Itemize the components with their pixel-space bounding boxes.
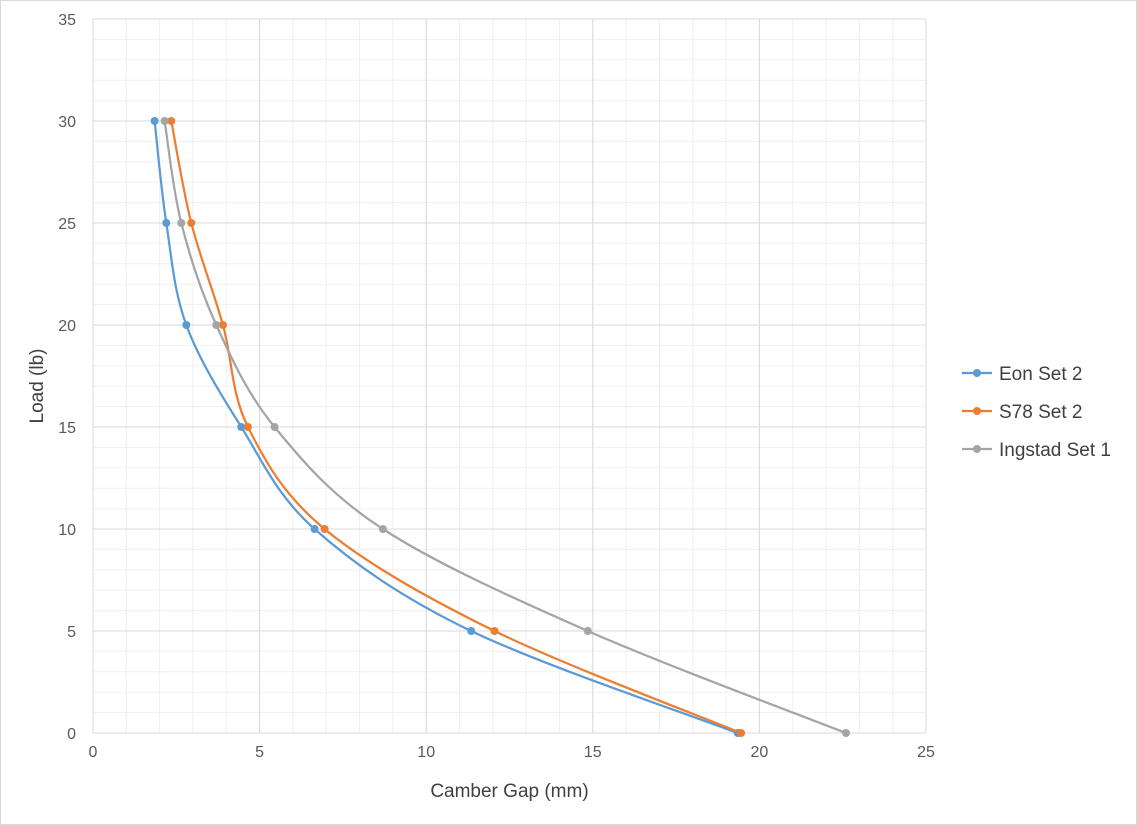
data-point-ingstad-set-1 xyxy=(583,627,592,635)
data-point-s78-set-2 xyxy=(187,219,196,227)
x-tick-label: 10 xyxy=(417,744,435,761)
y-tick-label: 25 xyxy=(58,216,76,233)
data-point-ingstad-set-1 xyxy=(160,117,169,125)
series-line-s78-set-2 xyxy=(170,120,742,735)
legend-label: Eon Set 2 xyxy=(999,364,1082,385)
series-eon-set-2 xyxy=(150,117,742,737)
data-point-s78-set-2 xyxy=(243,423,252,431)
legend-item-s78-set-2: S78 Set 2 xyxy=(962,402,1082,423)
series-layer xyxy=(150,117,851,737)
y-tick-label: 10 xyxy=(58,522,76,539)
data-point-ingstad-set-1 xyxy=(270,423,279,431)
y-tick-label: 35 xyxy=(58,12,76,29)
data-point-eon-set-2 xyxy=(467,627,476,635)
data-point-ingstad-set-1 xyxy=(378,525,387,533)
x-tick-label: 5 xyxy=(255,744,264,761)
legend-swatch-marker xyxy=(973,369,981,377)
data-point-eon-set-2 xyxy=(150,117,159,125)
data-point-ingstad-set-1 xyxy=(212,321,221,329)
x-tick-label: 25 xyxy=(917,744,935,761)
legend-swatch-marker xyxy=(973,407,981,415)
data-point-ingstad-set-1 xyxy=(842,729,851,737)
legend-label: S78 Set 2 xyxy=(999,402,1082,423)
data-point-s78-set-2 xyxy=(737,729,746,737)
legend-swatch-marker xyxy=(973,445,981,453)
y-tick-label: 30 xyxy=(58,114,76,131)
series-line-eon-set-2 xyxy=(153,120,739,735)
y-tick-label: 15 xyxy=(58,420,76,437)
legend-label: Ingstad Set 1 xyxy=(999,440,1111,461)
series-line-ingstad-set-1 xyxy=(163,120,847,735)
series-s78-set-2 xyxy=(167,117,746,737)
y-tick-label: 0 xyxy=(67,726,76,743)
major-gridlines xyxy=(92,18,927,734)
legend-item-ingstad-set-1: Ingstad Set 1 xyxy=(962,440,1111,461)
data-point-s78-set-2 xyxy=(218,321,227,329)
y-axis-title: Load (lb) xyxy=(27,349,48,424)
data-point-s78-set-2 xyxy=(320,525,329,533)
tick-labels: 0 5 10 15 20 25 0 5 10 15 20 25 30 35 xyxy=(58,12,935,761)
data-point-eon-set-2 xyxy=(310,525,319,533)
series-ingstad-set-1 xyxy=(160,117,851,737)
y-tick-label: 5 xyxy=(67,624,76,641)
x-axis-title: Camber Gap (mm) xyxy=(430,781,588,802)
y-tick-label: 20 xyxy=(58,318,76,335)
data-point-s78-set-2 xyxy=(167,117,176,125)
x-tick-label: 15 xyxy=(584,744,602,761)
x-tick-label: 20 xyxy=(751,744,769,761)
data-point-s78-set-2 xyxy=(490,627,499,635)
data-point-eon-set-2 xyxy=(162,219,171,227)
legend-item-eon-set-2: Eon Set 2 xyxy=(962,364,1082,385)
x-tick-label: 0 xyxy=(89,744,98,761)
data-point-eon-set-2 xyxy=(237,423,246,431)
data-point-eon-set-2 xyxy=(182,321,191,329)
data-point-ingstad-set-1 xyxy=(177,219,186,227)
legend: Eon Set 2 S78 Set 2 Ingstad Set 1 xyxy=(962,364,1111,461)
